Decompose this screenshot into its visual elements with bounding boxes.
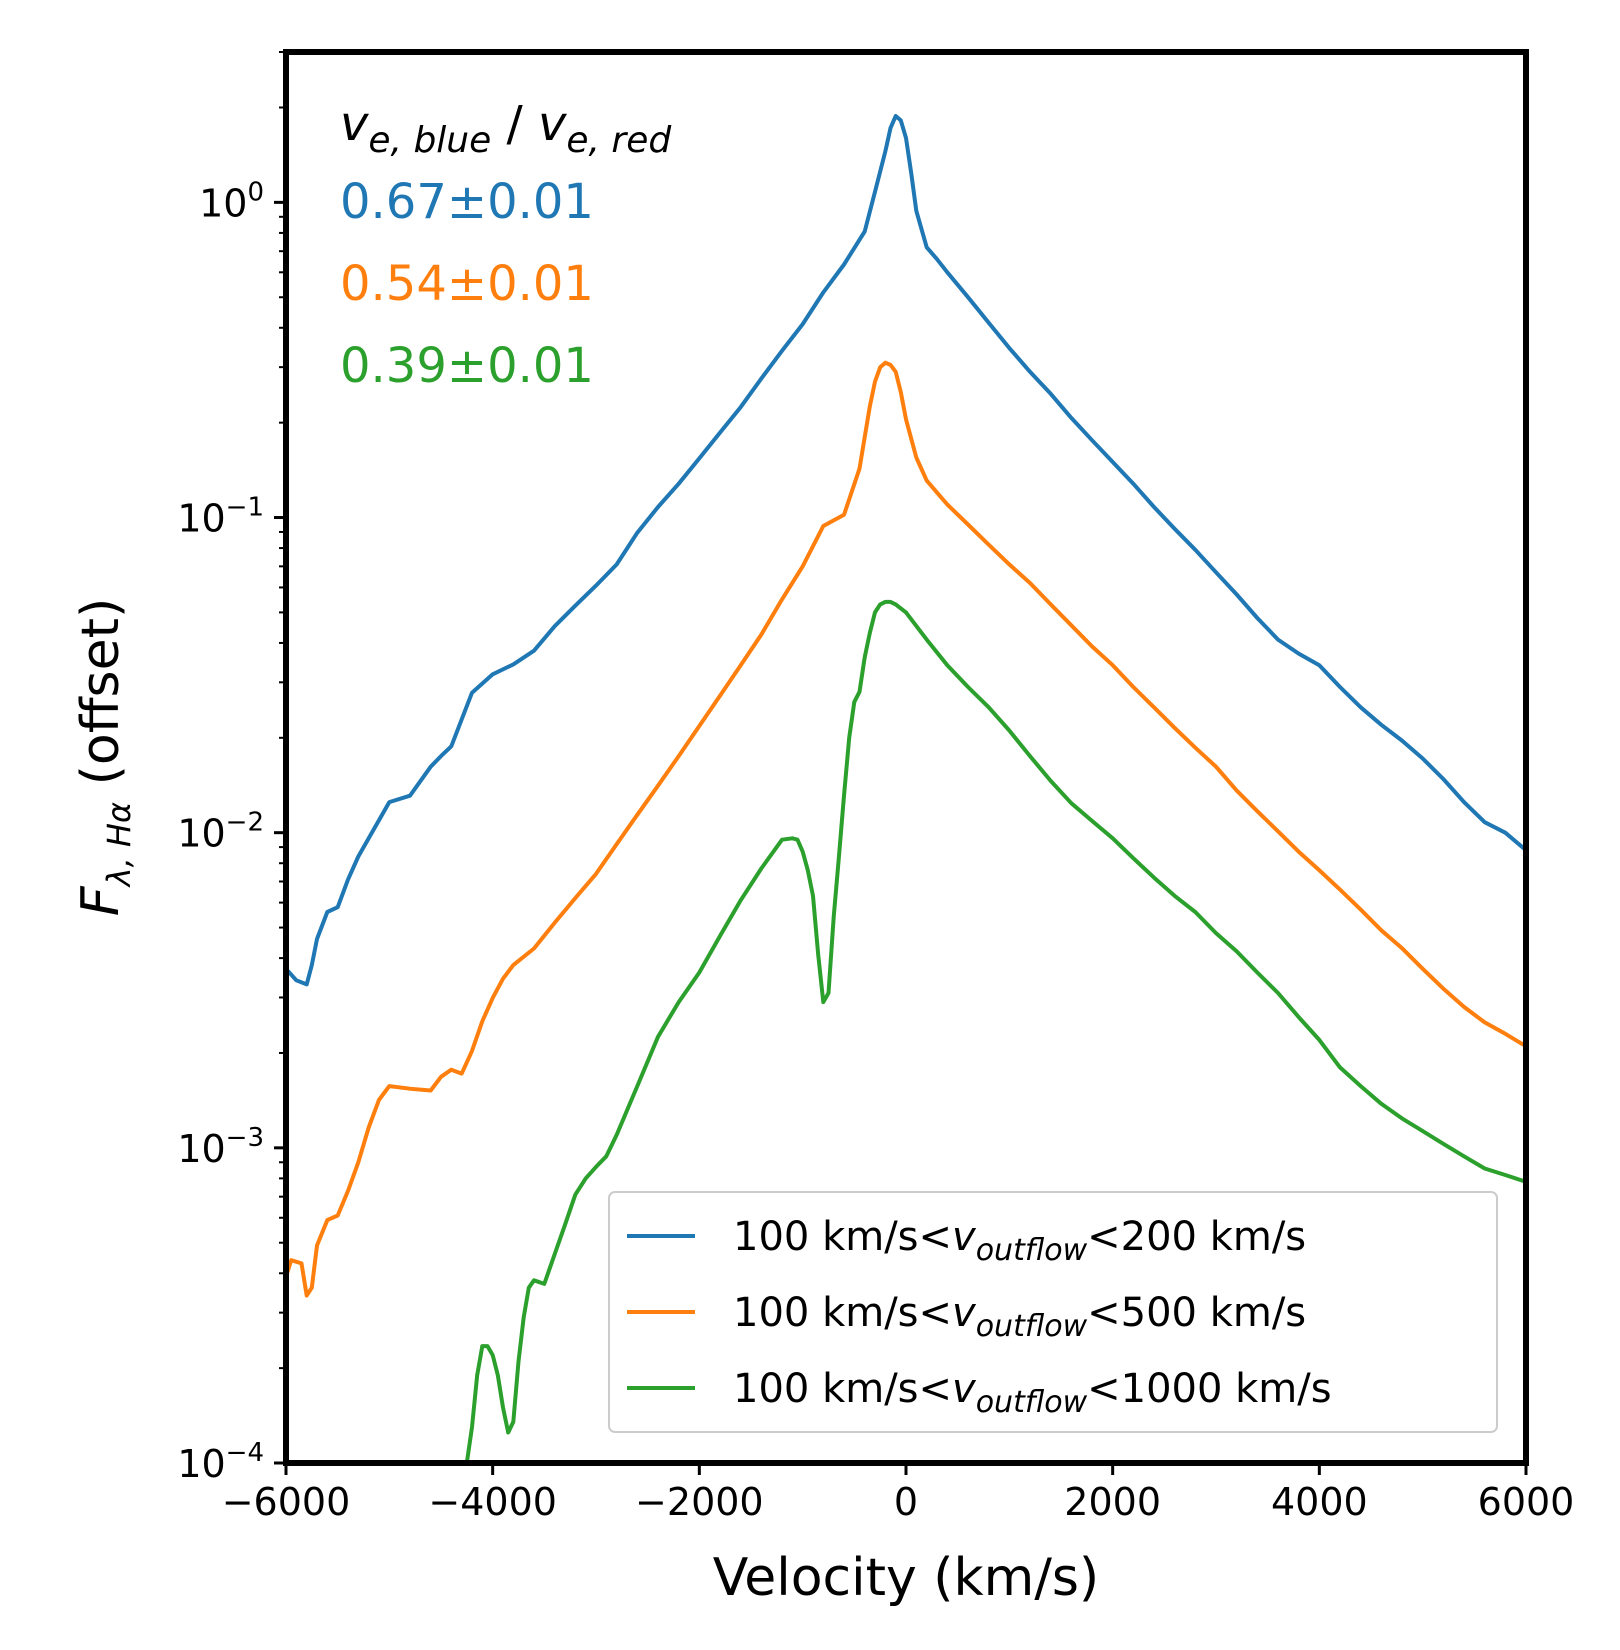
x-axis-title: Velocity (km/s) — [713, 1548, 1099, 1608]
y-tick-label-2: 10−2 — [177, 808, 264, 856]
y-tick-base: 10 — [177, 1127, 225, 1171]
legend-label-orange-sub: outflow — [976, 1309, 1088, 1344]
legend-label-green: 100 km/s<voutflow<1000 km/s — [733, 1366, 1332, 1420]
legend-label-blue-sub: outflow — [976, 1233, 1088, 1268]
y-tick-base: 10 — [177, 1442, 225, 1486]
y-axis-title-base: F — [71, 885, 131, 916]
ratio-header-sub2: e, red — [566, 120, 672, 161]
x-tick-label-0: −6000 — [222, 1480, 351, 1524]
series-layer — [286, 114, 1526, 1463]
ratio-header-v2: v — [538, 96, 567, 152]
ratio-header-v1: v — [340, 96, 369, 152]
legend-label-green-post: <1000 km/s — [1087, 1366, 1331, 1412]
legend-label-green-sub: outflow — [976, 1385, 1088, 1420]
legend-label-orange-pre: 100 km/s< — [733, 1290, 952, 1336]
y-tick-base: 10 — [199, 181, 247, 225]
y-tick-label-4: 10−4 — [177, 1438, 264, 1486]
ratio-green: 0.39±0.01 — [340, 338, 594, 394]
y-tick-exponent: −2 — [226, 808, 264, 838]
y-axis-title: Fλ, Hα (offset) — [71, 598, 138, 917]
x-tick-labels: −6000 −4000 −2000 0 2000 4000 6000 — [222, 1480, 1575, 1524]
y-tick-exponent: 0 — [247, 177, 264, 207]
y-tick-label-3: 10−3 — [177, 1123, 264, 1171]
ratio-header-sep: / — [491, 96, 538, 152]
series-line-1 — [286, 360, 1526, 1298]
x-tick-label-3: 0 — [894, 1480, 918, 1524]
y-tick-exponent: −1 — [226, 493, 264, 523]
legend: 100 km/s<voutflow<200 km/s 100 km/s<vout… — [608, 1191, 1498, 1433]
x-tick-label-1: −4000 — [428, 1480, 557, 1524]
y-tick-base: 10 — [177, 497, 225, 541]
y-tick-exponent: −3 — [226, 1123, 264, 1153]
legend-label-green-v: v — [952, 1366, 977, 1412]
ratio-header: ve, blue / ve, red — [340, 96, 672, 161]
legend-label-green-pre: 100 km/s< — [733, 1366, 952, 1412]
legend-label-blue-v: v — [952, 1214, 977, 1260]
legend-label-blue-pre: 100 km/s< — [733, 1214, 952, 1260]
ratio-blue: 0.67±0.01 — [340, 174, 594, 230]
y-axis-title-subscript: λ, Hα — [100, 802, 138, 888]
x-tick-label-4: 2000 — [1064, 1480, 1161, 1524]
legend-label-blue: 100 km/s<voutflow<200 km/s — [733, 1214, 1306, 1268]
legend-label-orange: 100 km/s<voutflow<500 km/s — [733, 1290, 1306, 1344]
series-line-2 — [464, 599, 1526, 1463]
y-axis-title-suffix: (offset) — [71, 598, 131, 802]
x-tick-label-6: 6000 — [1478, 1480, 1575, 1524]
y-tick-exponent: −4 — [226, 1438, 264, 1468]
legend-label-blue-post: <200 km/s — [1087, 1214, 1306, 1260]
y-tick-label-0: 100 — [199, 177, 264, 225]
plot-frame — [283, 49, 1529, 1466]
x-tick-label-5: 4000 — [1271, 1480, 1368, 1524]
y-tick-base: 10 — [177, 812, 225, 856]
legend-box — [608, 1191, 1498, 1433]
legend-label-orange-v: v — [952, 1290, 977, 1336]
ratio-orange: 0.54±0.01 — [340, 256, 594, 312]
x-tick-label-2: −2000 — [635, 1480, 764, 1524]
ratio-header-sub1: e, blue — [368, 120, 491, 161]
y-tick-label-1: 10−1 — [177, 493, 264, 541]
legend-label-orange-post: <500 km/s — [1087, 1290, 1306, 1336]
series-line-0 — [286, 114, 1526, 987]
